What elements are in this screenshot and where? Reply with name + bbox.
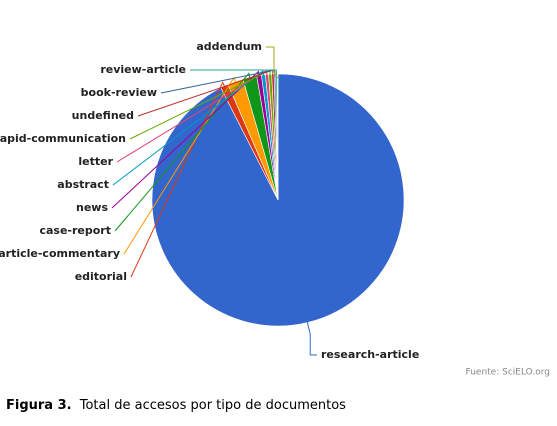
leader-line (114, 72, 252, 232)
leader-line (305, 318, 317, 356)
slice-label: book-review (81, 86, 157, 99)
slice-label: rapid-communication (0, 132, 126, 145)
leader-line (266, 46, 279, 79)
slice-label: letter (78, 155, 113, 168)
caption: Figura 3. Total de accesos por tipo de d… (6, 398, 346, 413)
source: Fuente: SciELO.org (466, 368, 550, 378)
slice-label: article-commentary (0, 247, 120, 260)
slice-label: news (76, 201, 108, 214)
caption-label: Figura 3. (6, 398, 72, 413)
slice-label: case-report (39, 224, 111, 237)
slice-label: addendum (196, 40, 262, 53)
slice-label: editorial (75, 270, 127, 283)
pie-slice (276, 73, 279, 201)
slice-label: undefined (72, 109, 134, 122)
leader-line (112, 69, 265, 186)
slice-label: review-article (100, 63, 186, 76)
slice-label: abstract (57, 178, 109, 191)
leader-line (130, 81, 227, 278)
slice-label: research-article (321, 348, 419, 361)
leader-line (111, 70, 261, 209)
caption-text: Total de accesos por tipo de documentos (79, 398, 346, 413)
